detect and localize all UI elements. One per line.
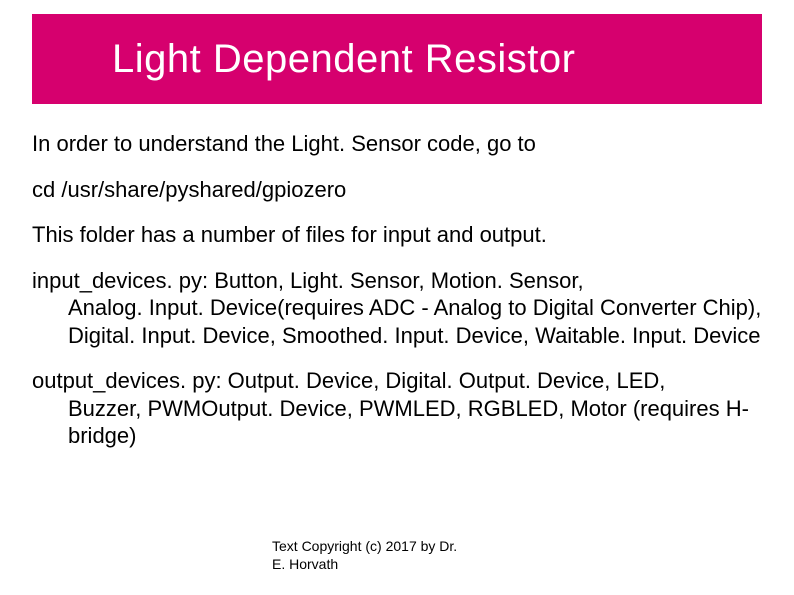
- copyright-line1: Text Copyright (c) 2017 by Dr.: [272, 537, 572, 555]
- paragraph-input-lead: input_devices. py: Button, Light. Sensor…: [32, 267, 762, 295]
- paragraph-command: cd /usr/share/pyshared/gpiozero: [32, 176, 762, 204]
- title-bar: Light Dependent Resistor: [32, 14, 762, 104]
- paragraph-output-cont: Buzzer, PWMOutput. Device, PWMLED, RGBLE…: [32, 395, 762, 450]
- paragraph-input-cont: Analog. Input. Device(requires ADC - Ana…: [32, 294, 762, 349]
- slide: Light Dependent Resistor In order to und…: [0, 0, 794, 595]
- paragraph-folder-desc: This folder has a number of files for in…: [32, 221, 762, 249]
- copyright-line2: E. Horvath: [272, 555, 572, 573]
- paragraph-intro: In order to understand the Light. Sensor…: [32, 130, 762, 158]
- paragraph-output-devices: output_devices. py: Output. Device, Digi…: [32, 367, 762, 450]
- paragraph-output-lead: output_devices. py: Output. Device, Digi…: [32, 367, 762, 395]
- slide-content: In order to understand the Light. Sensor…: [32, 130, 762, 468]
- paragraph-input-devices: input_devices. py: Button, Light. Sensor…: [32, 267, 762, 350]
- slide-title: Light Dependent Resistor: [112, 37, 575, 82]
- copyright: Text Copyright (c) 2017 by Dr. E. Horvat…: [272, 537, 572, 573]
